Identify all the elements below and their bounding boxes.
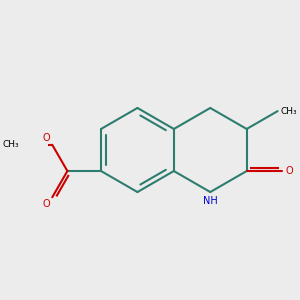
Text: CH₃: CH₃: [280, 106, 297, 116]
Text: O: O: [43, 199, 51, 209]
Text: O: O: [285, 166, 293, 176]
Text: O: O: [43, 133, 51, 143]
Text: NH: NH: [203, 196, 218, 206]
Text: CH₃: CH₃: [2, 140, 19, 149]
